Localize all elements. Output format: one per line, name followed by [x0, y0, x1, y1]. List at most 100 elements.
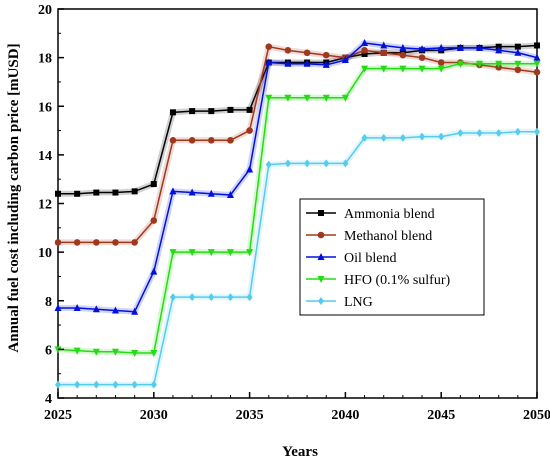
legend-label: Methanol blend: [344, 229, 432, 244]
data-point: [150, 380, 157, 389]
data-point: [418, 65, 426, 73]
legend-label: Ammonia blend: [344, 207, 435, 222]
data-point: [418, 54, 426, 61]
data-point: [227, 106, 234, 113]
data-point: [169, 136, 177, 144]
data-point: [476, 43, 484, 51]
data-point: [399, 51, 407, 59]
series-halo: [58, 42, 538, 197]
series-line: [58, 42, 538, 313]
data-point: [361, 39, 369, 47]
data-point: [457, 128, 464, 137]
data-point: [419, 132, 426, 141]
data-point: [189, 293, 196, 302]
legend-marker: [317, 276, 325, 283]
data-point: [207, 189, 215, 197]
data-point: [54, 304, 62, 312]
data-point: [322, 51, 330, 59]
data-point: [323, 159, 330, 168]
data-point: [399, 43, 407, 51]
legend-item: HFO (0.1% sulfur): [306, 273, 450, 288]
data-point: [93, 239, 100, 246]
x-tick-label: 2030: [140, 408, 168, 423]
data-point: [227, 136, 234, 144]
legend: Ammonia blend Methanol blend Oil blend HFO …: [299, 198, 485, 316]
data-point: [188, 136, 196, 144]
x-tick-label: 2045: [427, 408, 455, 423]
x-tick-label: 2040: [331, 408, 359, 423]
data-point: [131, 239, 138, 246]
data-point: [73, 239, 81, 246]
data-point: [437, 59, 445, 66]
data-point: [73, 347, 81, 355]
data-point: [437, 43, 445, 51]
y-tick-label: 12: [38, 198, 52, 213]
series-layer: [54, 39, 541, 389]
data-point: [380, 133, 387, 142]
data-point: [380, 49, 388, 57]
legend-marker: [318, 297, 324, 305]
data-point: [284, 59, 292, 67]
data-point: [112, 239, 119, 246]
data-point: [111, 348, 119, 356]
data-point: [207, 136, 215, 144]
y-axis-title: Annual fuel cost including carbon price …: [6, 43, 22, 352]
data-point: [304, 159, 311, 168]
data-point: [111, 306, 119, 314]
y-tick-label: 14: [38, 149, 52, 164]
data-point: [533, 53, 541, 61]
data-point: [188, 249, 196, 257]
series-4: [55, 127, 540, 389]
data-point: [438, 132, 445, 141]
data-point: [93, 189, 100, 196]
data-point: [73, 304, 81, 312]
data-point: [514, 127, 521, 136]
axis-layer: 2025 2030 2035 2040 2045 2050 4 6 8 10 12 14 16 18 20: [38, 3, 550, 423]
data-point: [265, 94, 273, 102]
data-point: [150, 181, 157, 188]
data-point: [265, 160, 272, 169]
data-point: [226, 249, 234, 257]
series-line: [58, 131, 537, 386]
data-point: [246, 127, 253, 134]
data-point: [131, 307, 139, 315]
data-point: [92, 305, 100, 313]
legend-label: Oil blend: [344, 251, 397, 266]
series-line: [58, 44, 538, 195]
data-point: [437, 65, 445, 73]
legend-marker: [317, 253, 325, 260]
data-point: [54, 239, 62, 246]
data-point: [534, 42, 540, 49]
data-point: [514, 60, 522, 68]
data-point: [169, 187, 177, 195]
data-point: [361, 133, 368, 142]
y-tick-label: 4: [45, 392, 52, 407]
data-point: [150, 267, 158, 275]
series-line: [57, 62, 537, 354]
data-point: [456, 43, 464, 51]
data-point: [514, 43, 521, 50]
legend-marker: [318, 210, 324, 216]
data-point: [476, 128, 483, 137]
data-point: [208, 108, 215, 115]
data-point: [131, 188, 138, 195]
y-tick-label: 8: [45, 295, 52, 310]
data-point: [342, 159, 349, 168]
data-point: [226, 190, 234, 198]
data-point: [169, 249, 177, 257]
data-point: [74, 190, 81, 197]
data-point: [246, 293, 253, 302]
data-point: [265, 43, 273, 50]
data-point: [227, 293, 234, 302]
legend-item: Oil blend: [306, 251, 397, 266]
series-1: [54, 43, 541, 246]
legend-item: Methanol blend: [306, 229, 432, 244]
data-point: [150, 217, 158, 224]
data-point: [514, 48, 522, 56]
legend-label: LNG: [344, 295, 373, 310]
y-tick-label: 6: [45, 343, 52, 358]
x-axis-title: Years: [282, 444, 318, 460]
data-point: [131, 350, 139, 358]
legend-item: LNG: [306, 295, 373, 310]
series-2: [54, 39, 541, 315]
